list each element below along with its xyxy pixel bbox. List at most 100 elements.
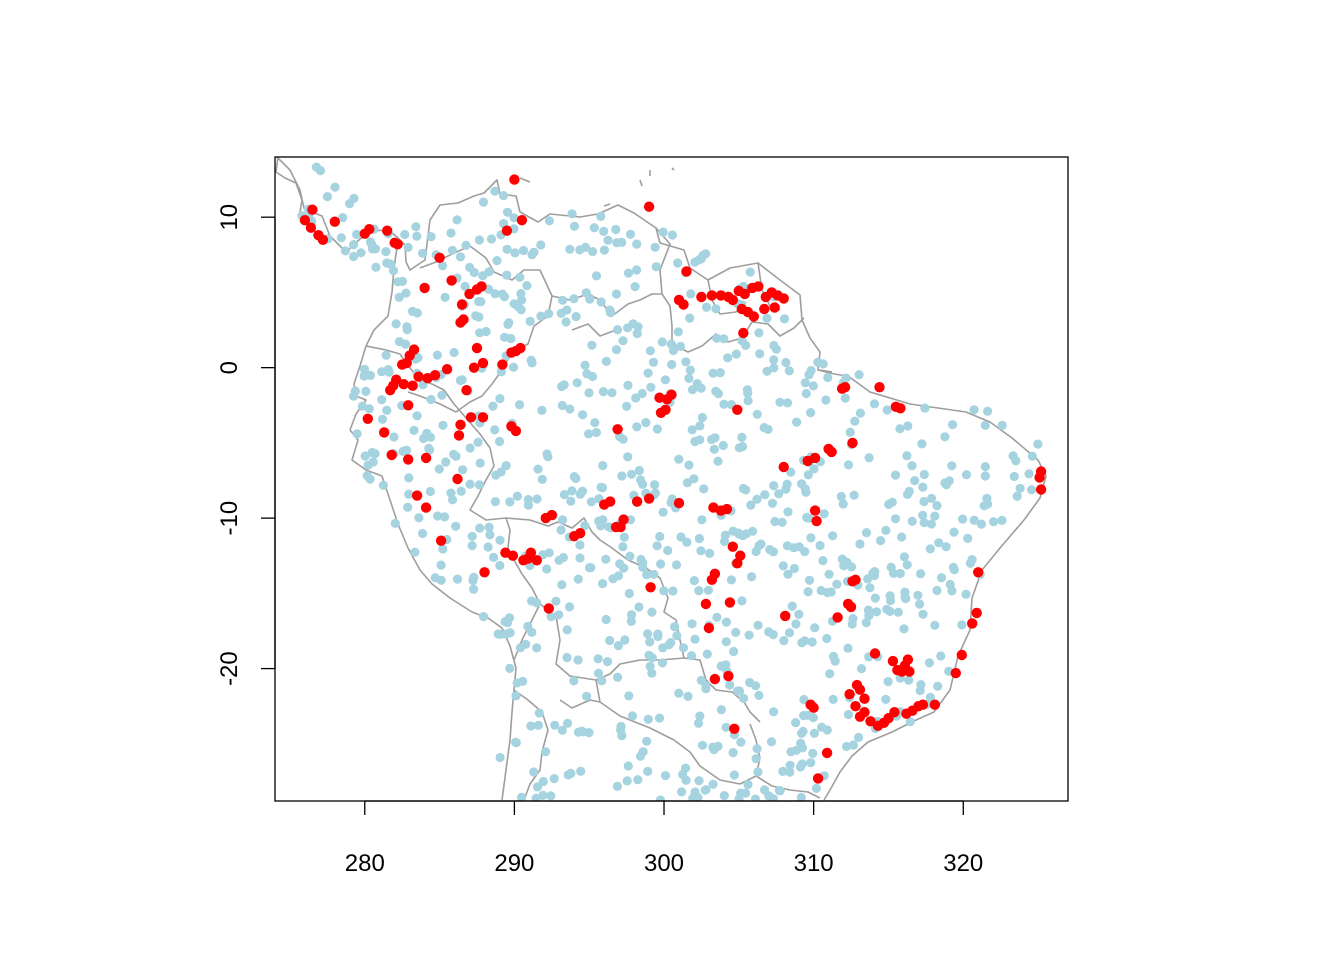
background-point <box>531 793 541 801</box>
highlight-point <box>507 550 519 561</box>
background-point <box>828 694 838 705</box>
background-point <box>967 555 977 565</box>
background-point <box>410 547 420 557</box>
highlight-point <box>681 266 692 277</box>
background-point <box>721 722 731 732</box>
background-point <box>643 714 653 724</box>
background-point <box>436 575 446 585</box>
background-point <box>786 747 796 757</box>
background-point <box>599 245 610 255</box>
background-point <box>944 476 954 486</box>
background-point <box>532 598 542 608</box>
background-point <box>849 490 859 500</box>
background-point <box>473 437 483 447</box>
background-point <box>657 337 667 347</box>
background-point <box>732 686 743 696</box>
background-point <box>467 531 477 541</box>
background-point <box>652 424 663 434</box>
background-point <box>465 479 475 489</box>
background-point <box>766 737 777 747</box>
background-point <box>690 634 700 644</box>
highlight-point <box>847 437 858 449</box>
highlight-point <box>950 667 961 679</box>
highlight-point <box>703 622 715 634</box>
background-point <box>870 593 880 603</box>
background-point <box>499 292 510 302</box>
background-point <box>660 771 671 781</box>
background-point <box>813 357 823 367</box>
background-point <box>811 783 822 794</box>
background-point <box>876 536 886 546</box>
background-point <box>824 569 834 579</box>
background-point <box>538 790 548 801</box>
background-point <box>637 388 647 399</box>
background-point <box>643 629 653 639</box>
background-point <box>586 497 597 507</box>
background-point <box>573 727 584 737</box>
background-point <box>556 525 566 535</box>
y-tick-label: 10 <box>216 204 243 231</box>
background-point <box>815 540 825 551</box>
background-point <box>890 514 901 524</box>
background-point <box>958 514 968 524</box>
background-point <box>861 528 872 538</box>
background-point <box>418 248 428 258</box>
background-point <box>526 355 536 365</box>
background-point <box>696 675 706 686</box>
background-point <box>384 367 394 377</box>
background-point <box>370 244 381 254</box>
background-point <box>588 247 598 257</box>
background-point <box>687 385 698 395</box>
background-point <box>718 440 728 451</box>
highlight-point <box>735 550 746 561</box>
highlight-point <box>643 493 655 504</box>
background-point <box>698 250 708 261</box>
background-point <box>801 388 811 399</box>
background-point <box>916 680 926 690</box>
highlight-point <box>673 294 685 306</box>
background-point <box>536 311 546 321</box>
background-point <box>554 610 564 620</box>
background-point <box>803 587 813 597</box>
background-point <box>854 370 864 380</box>
highlight-point <box>429 370 441 381</box>
background-point <box>532 782 543 792</box>
highlight-point <box>660 404 671 415</box>
x-tick-label: 310 <box>794 850 834 877</box>
background-point <box>601 554 611 564</box>
background-point <box>843 643 853 653</box>
background-point <box>622 401 632 411</box>
background-point <box>797 479 807 489</box>
background-point <box>684 373 694 383</box>
background-point <box>546 791 556 801</box>
background-point <box>1027 485 1037 495</box>
highlight-point <box>408 344 420 355</box>
background-point <box>563 718 573 728</box>
background-point <box>418 528 428 539</box>
background-point <box>601 356 612 366</box>
background-point <box>800 636 810 646</box>
highlight-point <box>929 699 940 710</box>
background-point <box>510 248 520 258</box>
background-point <box>666 638 676 648</box>
background-point <box>863 574 873 584</box>
background-point <box>864 611 874 621</box>
background-point <box>498 191 509 201</box>
background-point <box>512 491 523 501</box>
background-point <box>569 676 579 686</box>
background-point <box>368 457 378 467</box>
background-point <box>370 449 380 459</box>
background-point <box>947 586 957 596</box>
highlight-point <box>895 403 906 414</box>
highlight-point <box>956 649 967 661</box>
background-point <box>694 533 705 544</box>
highlight-point <box>468 362 480 373</box>
background-point <box>847 619 857 629</box>
highlight-point <box>522 553 534 564</box>
background-point <box>712 333 722 343</box>
background-point <box>489 552 499 563</box>
background-point <box>980 471 990 481</box>
highlight-point <box>413 371 424 382</box>
background-point <box>611 345 622 355</box>
background-point <box>750 794 760 801</box>
